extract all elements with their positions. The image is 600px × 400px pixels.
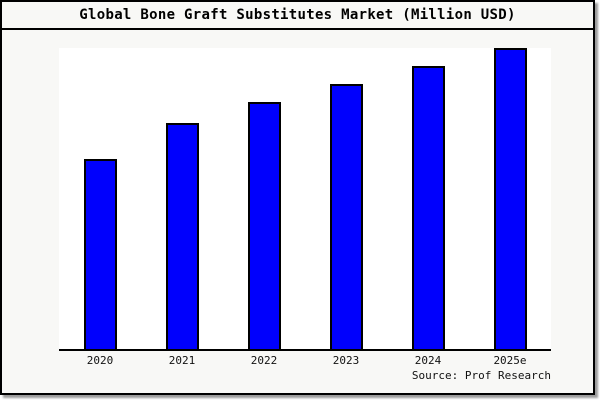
- chart-frame: Global Bone Graft Substitutes Market (Mi…: [0, 0, 595, 395]
- bar-2023: [329, 84, 363, 349]
- source-row: Source: Prof Research: [59, 369, 551, 382]
- bar-cell-2020: [59, 48, 141, 349]
- bar-cell-2025e: [469, 48, 551, 349]
- source-credit: Source: Prof Research: [411, 369, 551, 382]
- bar-2024: [411, 66, 445, 349]
- bars-row: [59, 48, 551, 349]
- chart-title: Global Bone Graft Substitutes Market (Mi…: [79, 7, 516, 23]
- bar-2022: [247, 102, 281, 349]
- x-tick-label-2024: 2024: [414, 354, 442, 367]
- x-tick-label-2020: 2020: [86, 354, 114, 367]
- chart-title-bar: Global Bone Graft Substitutes Market (Mi…: [2, 2, 593, 30]
- x-tick-label-2025e: 2025e: [493, 354, 527, 367]
- bar-cell-2024: [387, 48, 469, 349]
- x-tick-label-2022: 2022: [250, 354, 278, 367]
- plot-area: [59, 48, 551, 351]
- bar-cell-2021: [141, 48, 223, 349]
- bar-cell-2022: [223, 48, 305, 349]
- bar-2021: [165, 123, 199, 349]
- bar-2020: [83, 159, 117, 349]
- bar-cell-2023: [305, 48, 387, 349]
- bar-2025e: [493, 48, 527, 349]
- x-tick-label-2023: 2023: [332, 354, 360, 367]
- x-tick-label-2021: 2021: [168, 354, 196, 367]
- x-axis-labels: 2020 2021 2022 2023 2024 2025e: [59, 354, 551, 368]
